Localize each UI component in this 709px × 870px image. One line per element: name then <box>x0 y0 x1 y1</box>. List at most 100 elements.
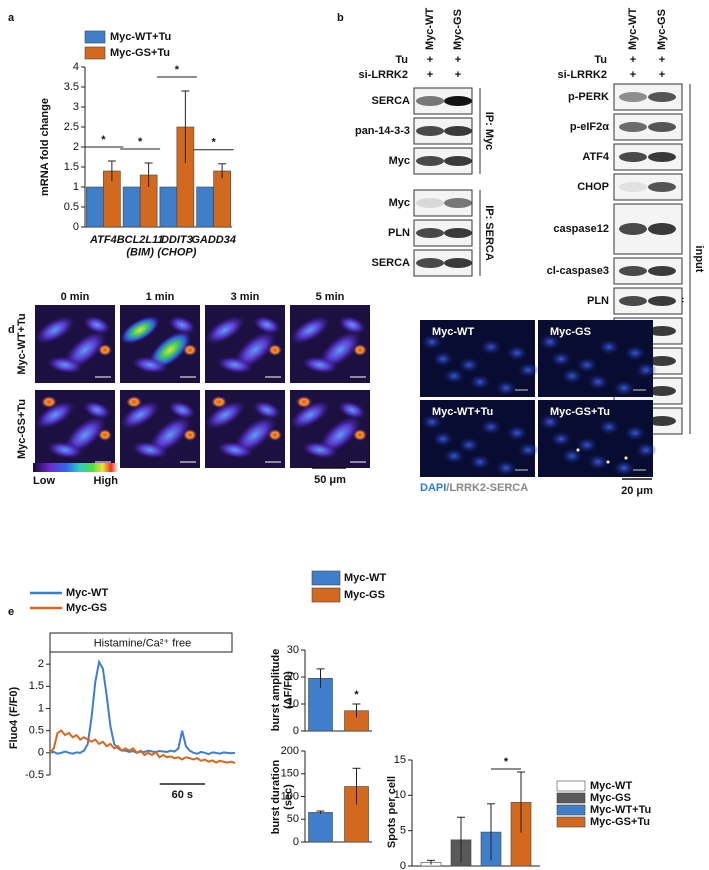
legend-swatch <box>84 30 106 44</box>
legend-label: Myc-WT+Tu <box>110 31 171 43</box>
treatment-mark: + <box>630 69 636 81</box>
micrograph <box>205 305 285 383</box>
significance-mark: * <box>138 136 143 148</box>
colorbar <box>33 463 118 472</box>
cell <box>217 356 253 374</box>
bar <box>213 170 231 228</box>
row-header: si-LRRK2 <box>358 69 408 81</box>
y-tick-label: 0 <box>38 747 44 759</box>
cell <box>47 356 83 374</box>
blot-label: pan-14-3-3 <box>355 125 410 137</box>
treatment-mark: + <box>659 54 665 66</box>
cell <box>353 344 367 356</box>
blot-band <box>619 182 647 192</box>
nucleus <box>576 357 598 373</box>
nucleus <box>506 425 528 441</box>
nucleus <box>598 419 620 435</box>
cell <box>302 356 338 374</box>
y-tick-label: 1 <box>73 181 79 193</box>
confocal-label: Myc-WT <box>432 326 474 338</box>
blot-label: Myc <box>389 155 410 167</box>
blot-label: PLN <box>587 295 609 307</box>
y-axis-label: Fluo4 (F/F0) <box>8 687 20 750</box>
cell <box>168 316 196 334</box>
blot-band <box>416 126 444 136</box>
y-tick-label: 0 <box>293 836 299 848</box>
cell <box>290 401 330 429</box>
nucleus <box>469 374 491 390</box>
nucleus <box>613 380 635 396</box>
confocal-image: Myc-GS <box>538 320 657 397</box>
blot-band <box>619 92 647 102</box>
blot-band <box>648 326 676 336</box>
legend-swatch <box>556 792 586 804</box>
y-tick-label: 10 <box>394 789 406 801</box>
y-tick-label: 20 <box>287 671 299 683</box>
legend-swatch <box>311 570 341 586</box>
y-axis-label: burst amplitude(ΔF/F0) <box>270 649 295 732</box>
spot <box>624 456 628 460</box>
nucleus <box>561 368 583 384</box>
line-series <box>49 729 236 764</box>
blot-band <box>648 122 676 132</box>
time-label: 0 min <box>61 291 90 303</box>
y-tick-label: -0.5 <box>25 769 44 781</box>
panel-letter: a <box>8 12 15 24</box>
colorbar-low: Low <box>33 475 55 487</box>
blot-band <box>648 296 676 306</box>
nucleus <box>432 351 454 367</box>
scale-bar-label: 20 μm <box>621 485 653 497</box>
blot-band <box>444 126 472 136</box>
cell <box>183 429 197 441</box>
y-tick-label: 100 <box>281 790 299 802</box>
nucleus <box>458 437 480 453</box>
y-axis-label: Spots per cell <box>386 776 398 848</box>
y-tick-label: 2 <box>73 141 79 153</box>
nucleus <box>576 437 598 453</box>
nucleus <box>495 380 517 396</box>
blot-label: CHOP <box>577 181 609 193</box>
nucleus <box>480 419 502 435</box>
panel-letter: e <box>8 606 14 618</box>
y-tick-label: 30 <box>287 644 299 656</box>
confocal-label: Myc-WT+Tu <box>432 406 493 418</box>
group-label: input <box>693 246 705 273</box>
time-label: 1 min <box>146 291 175 303</box>
nucleus <box>495 460 517 476</box>
scale-bar-label: 60 s <box>172 789 193 801</box>
legend-swatch <box>556 780 586 792</box>
legend-label: Myc-WT <box>66 587 108 599</box>
nucleus <box>421 334 443 350</box>
blot-band <box>648 182 676 192</box>
y-tick-label: 4 <box>73 61 79 73</box>
y-tick-label: 0 <box>73 221 79 233</box>
nucleus <box>550 431 572 447</box>
panel-letter: b <box>337 12 344 24</box>
line-series <box>49 659 236 756</box>
confocal-label: Myc-GS <box>550 326 591 338</box>
blot-band <box>619 152 647 162</box>
cell <box>168 401 196 419</box>
nucleus <box>550 351 572 367</box>
treatment-mark: + <box>455 54 461 66</box>
cell <box>47 441 83 459</box>
y-tick-label: 5 <box>400 825 406 837</box>
cell <box>211 396 227 408</box>
legend-swatch <box>556 816 586 828</box>
cell <box>98 429 112 441</box>
nucleus <box>587 454 609 470</box>
cell <box>290 316 330 344</box>
nucleus <box>443 448 465 464</box>
blot-band <box>444 198 472 208</box>
cell <box>126 396 142 408</box>
nucleus <box>517 362 539 378</box>
nucleus <box>458 357 480 373</box>
stain-dapi: DAPI <box>420 482 446 494</box>
cell <box>338 401 366 419</box>
cell <box>41 396 57 408</box>
legend-label: Myc-GS <box>66 602 107 614</box>
cell <box>98 344 112 356</box>
y-tick-label: 3 <box>73 101 79 113</box>
micrograph <box>205 390 285 468</box>
